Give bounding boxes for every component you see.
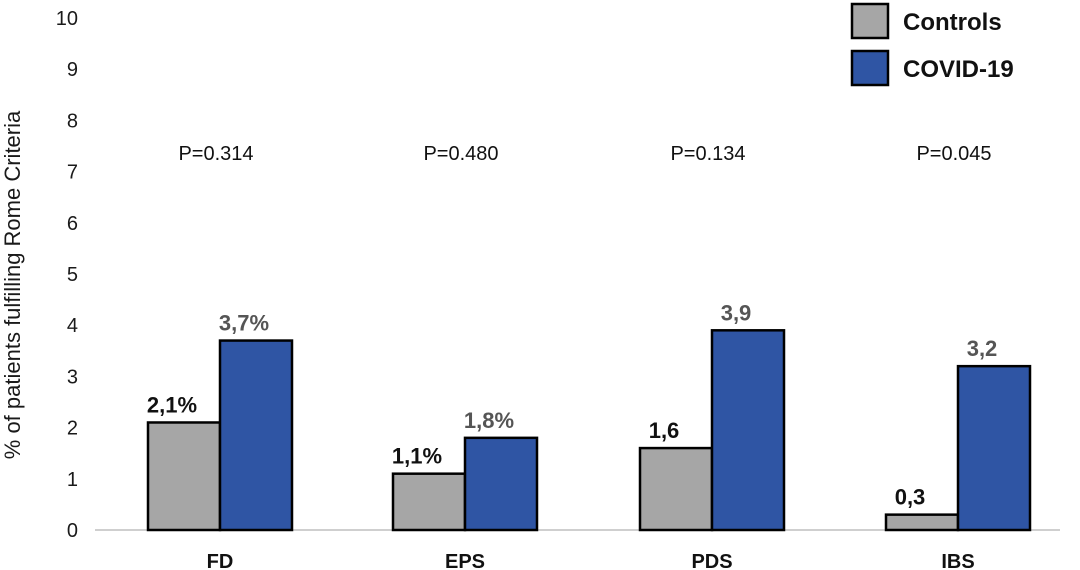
y-tick-label: 1	[67, 469, 78, 491]
bar-covid-19	[956, 364, 1032, 532]
category-label: FD	[207, 551, 234, 570]
y-tick-label: 8	[67, 110, 78, 132]
y-tick-label: 7	[67, 162, 78, 184]
p-value-annotation: P=0.480	[423, 143, 498, 165]
y-tick-label: 9	[67, 59, 78, 81]
category-labels: FD EPS PDS IBS	[207, 551, 975, 570]
y-tick-label: 0	[67, 520, 78, 542]
data-label: 2,1%	[147, 392, 197, 417]
y-tick-label: 5	[67, 264, 78, 286]
bar-controls	[146, 421, 222, 532]
legend: Controls COVID-19	[850, 2, 1014, 87]
bar-covid-19	[218, 339, 294, 532]
data-labels: 2,1% 1,1% 1,6 0,3 3,7% 1,8% 3,9 3,2	[147, 300, 997, 509]
data-label: 1,6	[649, 418, 680, 443]
y-axis-label: % of patients fulfilling Rome Criteria	[0, 110, 25, 459]
category-label: IBS	[941, 551, 974, 570]
legend-swatch	[850, 2, 890, 40]
legend-label: COVID-19	[903, 56, 1014, 83]
bar-controls	[391, 472, 467, 532]
y-axis: 0 1 2 3 4 5 6 7 8 9 10	[56, 8, 78, 542]
bar-covid-19	[710, 329, 786, 532]
bar-controls	[638, 446, 714, 532]
category-label: PDS	[691, 551, 732, 570]
legend-swatch	[850, 49, 890, 87]
data-label: 3,7%	[219, 311, 269, 336]
p-value-annotation: P=0.045	[916, 143, 991, 165]
y-tick-label: 10	[56, 8, 78, 30]
data-label: 3,2	[967, 336, 998, 361]
category-label: EPS	[445, 551, 485, 570]
data-label: 0,3	[895, 485, 926, 510]
data-label: 1,1%	[392, 444, 442, 469]
data-label: 3,9	[721, 300, 752, 325]
legend-label: Controls	[903, 9, 1002, 36]
bar-covid-19	[463, 436, 539, 532]
bars	[146, 329, 1032, 532]
y-tick-label: 3	[67, 366, 78, 388]
y-tick-label: 2	[67, 418, 78, 440]
p-value-annotations: P=0.314 P=0.480 P=0.134 P=0.045	[178, 143, 991, 165]
bar-controls	[884, 513, 960, 532]
y-tick-label: 6	[67, 213, 78, 235]
p-value-annotation: P=0.314	[178, 143, 253, 165]
p-value-annotation: P=0.134	[670, 143, 745, 165]
data-label: 1,8%	[464, 408, 514, 433]
y-tick-label: 4	[67, 315, 78, 337]
